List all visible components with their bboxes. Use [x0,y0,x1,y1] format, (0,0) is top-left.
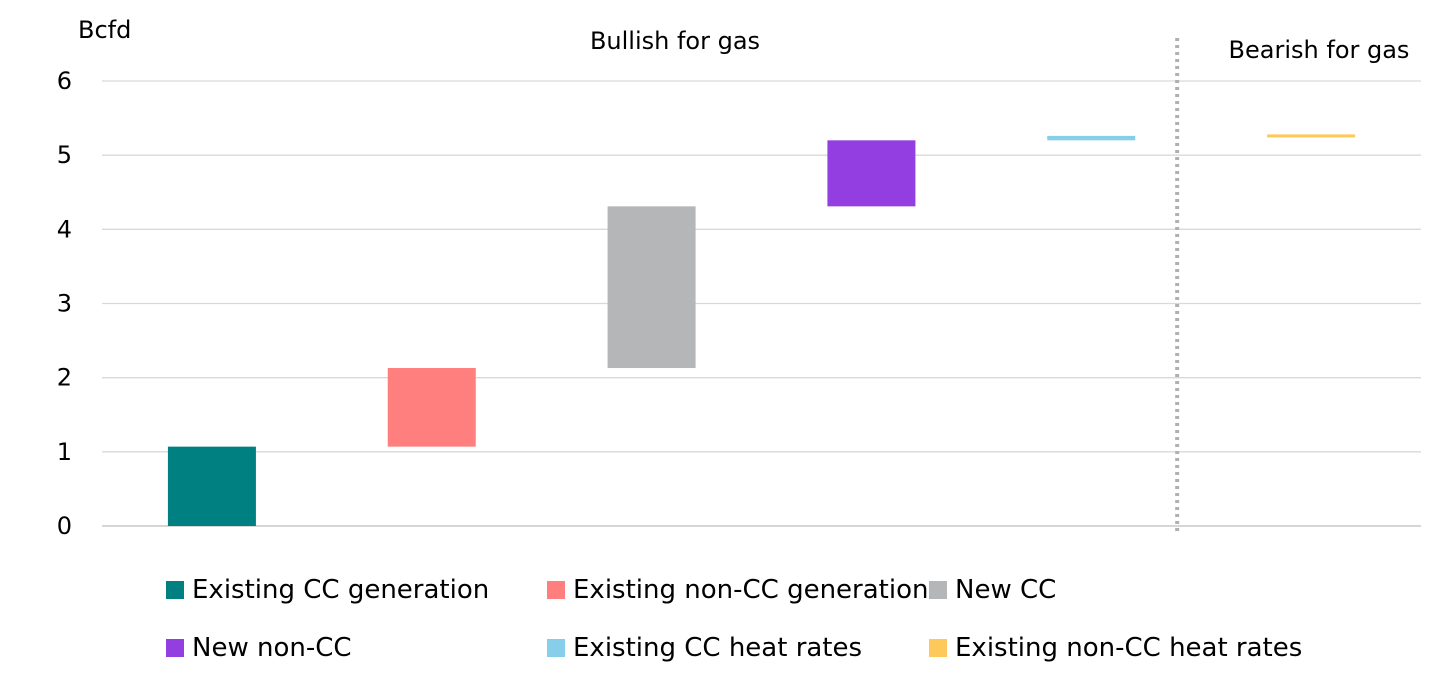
waterfall-chart: 0 1 2 3 4 5 6 Bcfd Bullish for gas Bearish for… [57,16,1421,540]
legend-swatch [929,581,947,599]
legend-swatch [547,581,565,599]
y-tick-label: 5 [57,141,72,169]
legend-swatch [166,639,184,657]
y-tick-label: 3 [57,290,72,318]
bar-existing-cc-generation [167,446,256,526]
y-tick-label: 4 [57,215,72,243]
bar-new-non-cc [827,140,916,207]
legend-item: Existing non-CC heat rates [929,630,1302,666]
legend-item: Existing non-CC generation [547,572,928,608]
y-axis-ticks: 0 1 2 3 4 5 6 [57,67,72,540]
annotation-bearish: Bearish for gas [1229,36,1410,64]
legend-label: Existing non-CC heat rates [955,633,1303,663]
bar-existing-non-cc-generation [387,368,476,447]
annotation-bullish: Bullish for gas [590,27,760,55]
y-tick-label: 1 [57,438,72,466]
legend-label: Existing CC generation [192,575,490,605]
gridlines [102,80,1421,527]
bar-existing-non-cc-heat-rates [1267,134,1356,138]
legend-item: New non-CC [166,630,352,666]
legend-label: New non-CC [192,633,352,663]
legend: Existing CC generation Existing non-CC g… [166,572,1366,682]
legend-label: Existing non-CC generation [573,575,929,605]
legend-label: New CC [955,575,1057,605]
legend-item: Existing CC heat rates [547,630,862,666]
y-tick-label: 2 [57,364,72,392]
legend-item: New CC [929,572,1056,608]
y-tick-label: 0 [57,512,72,540]
legend-item: Existing CC generation [166,572,489,608]
bar-new-cc [607,206,696,369]
y-axis-label: Bcfd [78,16,131,44]
legend-label: Existing CC heat rates [573,633,863,663]
legend-swatch [166,581,184,599]
legend-swatch [929,639,947,657]
bar-existing-cc-heat-rates [1047,135,1136,141]
y-tick-label: 6 [57,67,72,95]
bars [167,134,1356,526]
legend-swatch [547,639,565,657]
